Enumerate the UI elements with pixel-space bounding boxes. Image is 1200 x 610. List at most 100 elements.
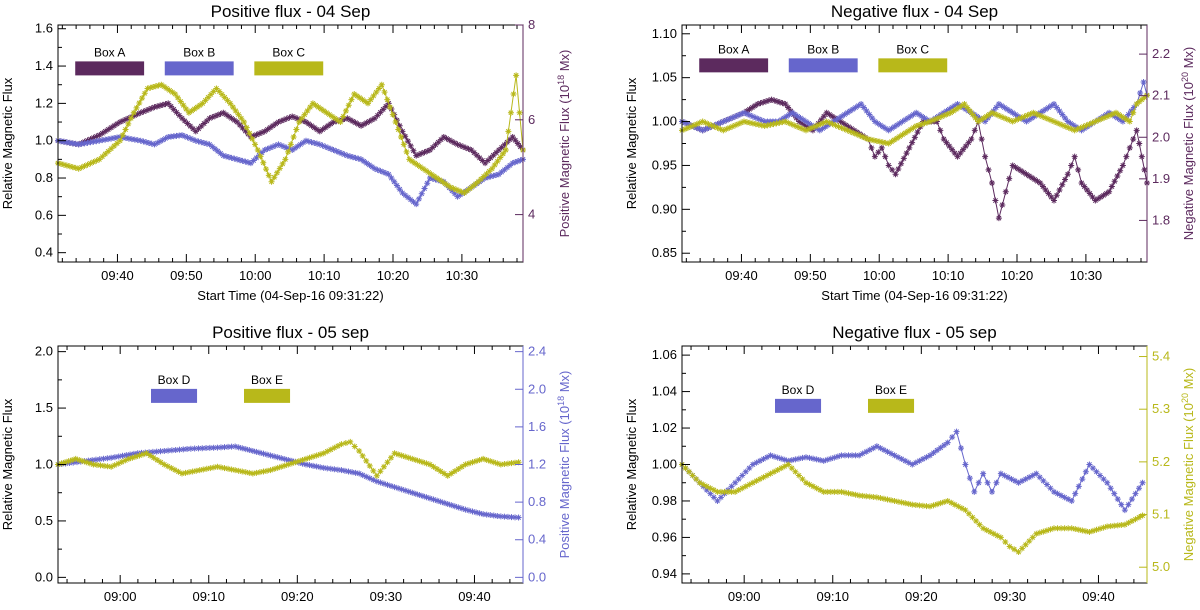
data-point <box>723 117 730 124</box>
data-point <box>171 466 178 473</box>
data-point <box>469 459 476 466</box>
data-point <box>1026 116 1033 123</box>
data-point <box>458 463 465 470</box>
data-point <box>267 124 274 131</box>
data-point <box>487 154 494 161</box>
data-point <box>989 109 995 116</box>
legend-label: Box D <box>782 383 815 397</box>
data-point <box>811 123 818 130</box>
data-point <box>937 127 944 134</box>
data-point <box>325 122 332 129</box>
data-point <box>331 444 338 451</box>
data-point <box>995 215 1002 222</box>
data-point <box>856 130 863 137</box>
data-point <box>850 129 857 136</box>
data-point <box>756 476 763 483</box>
data-point <box>319 142 326 149</box>
data-point <box>1103 111 1110 118</box>
data-point <box>877 122 884 129</box>
data-point <box>873 443 880 450</box>
data-point <box>173 109 180 116</box>
data-point <box>174 94 181 101</box>
data-point <box>307 104 314 111</box>
data-point <box>267 467 274 474</box>
legend-swatch <box>254 61 324 76</box>
data-point <box>315 104 322 111</box>
data-point <box>455 504 462 511</box>
data-point <box>221 444 228 451</box>
data-point <box>182 469 189 476</box>
data-point <box>895 165 902 172</box>
data-point <box>242 446 249 453</box>
data-point <box>1020 169 1027 176</box>
data-point <box>848 125 855 132</box>
y-right-tick-label: 6 <box>528 112 535 127</box>
data-point <box>465 507 472 514</box>
data-point <box>714 124 721 131</box>
data-point <box>441 499 448 506</box>
y-right-tick-label: 5.4 <box>1152 349 1170 364</box>
data-point <box>62 460 69 467</box>
data-point <box>997 113 1004 120</box>
data-point <box>965 139 972 146</box>
data-point <box>1045 104 1052 111</box>
data-point <box>924 119 931 126</box>
data-point <box>490 172 497 179</box>
data-point <box>497 154 504 161</box>
data-point <box>1011 546 1018 553</box>
data-point <box>87 139 94 146</box>
data-point <box>1125 519 1132 526</box>
legend-box-e: Box E <box>868 383 915 413</box>
data-point <box>431 173 438 180</box>
data-point <box>83 459 90 466</box>
data-point <box>366 462 373 469</box>
data-point <box>149 448 156 455</box>
data-point <box>912 501 919 508</box>
legend-swatch <box>868 398 915 413</box>
data-point <box>201 139 208 146</box>
data-point <box>241 119 247 126</box>
data-point <box>500 150 507 157</box>
data-point <box>152 83 159 90</box>
data-point <box>239 445 246 452</box>
data-point <box>285 456 292 463</box>
data-point <box>1089 119 1096 126</box>
data-point <box>342 440 349 447</box>
y-tick-label: 1.05 <box>652 70 677 85</box>
data-point <box>699 118 706 125</box>
data-point <box>1097 525 1104 532</box>
data-point <box>1118 501 1125 508</box>
data-point <box>891 123 898 130</box>
data-point <box>782 101 789 107</box>
data-point <box>253 131 260 138</box>
data-point <box>476 456 483 463</box>
data-point <box>842 122 849 129</box>
data-point <box>139 95 146 102</box>
x-tick-label: 10:00 <box>863 268 896 283</box>
data-point <box>449 138 456 145</box>
data-point <box>484 174 491 181</box>
data-point <box>921 120 928 127</box>
data-point <box>1036 474 1043 481</box>
data-point <box>1026 538 1033 545</box>
data-point <box>700 481 707 488</box>
data-point <box>778 465 785 472</box>
data-point <box>157 448 164 455</box>
data-point <box>836 115 843 122</box>
data-point <box>982 118 989 125</box>
data-point <box>247 160 254 167</box>
data-point <box>374 166 381 173</box>
data-point <box>915 111 922 118</box>
data-point <box>1100 113 1107 120</box>
data-point <box>102 151 109 158</box>
data-point <box>684 124 691 131</box>
data-point <box>962 461 969 468</box>
data-point <box>966 108 973 115</box>
data-point <box>257 153 264 160</box>
data-point <box>1138 153 1145 160</box>
data-point <box>430 496 437 503</box>
data-point <box>1058 492 1065 499</box>
data-point <box>992 197 999 204</box>
data-point <box>910 111 917 118</box>
data-point <box>1119 162 1126 169</box>
